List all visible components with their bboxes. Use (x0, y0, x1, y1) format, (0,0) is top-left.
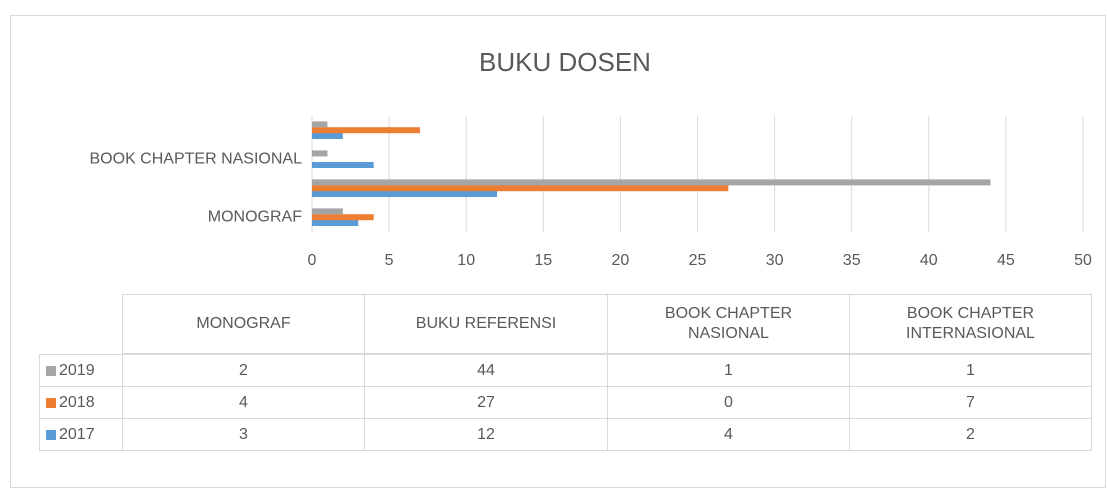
y-tick-label: MONOGRAF (208, 209, 302, 226)
table-value: 2 (849, 418, 1092, 451)
table-header-text: BUKU REFERENSI (415, 315, 557, 332)
table-legend: 2019 (39, 354, 123, 387)
table-header: BOOK CHAPTER INTERNASIONAL (849, 294, 1092, 354)
table-value: 7 (849, 386, 1092, 419)
x-tick-label: 25 (689, 252, 707, 269)
bar (312, 220, 359, 226)
x-tick-label: 45 (997, 252, 1015, 269)
table-legend: 2017 (39, 418, 123, 451)
bar (312, 185, 729, 192)
table-value-text: 2 (239, 361, 248, 379)
bar (312, 191, 498, 197)
table-value: 2 (122, 354, 365, 387)
table-value-text: 27 (477, 393, 495, 411)
chart-title: BUKU DOSEN (479, 47, 651, 77)
legend-swatch (46, 397, 56, 408)
legend-label: 2018 (59, 393, 95, 411)
legend-label: 2019 (59, 361, 95, 379)
x-tick-label: 10 (457, 252, 475, 269)
table-value: 27 (364, 386, 608, 419)
chart-border (10, 15, 1106, 488)
table-value-text: 1 (966, 361, 975, 379)
bar (312, 162, 374, 168)
x-tick-label: 20 (612, 252, 630, 269)
table-value: 44 (364, 354, 608, 387)
table-value: 4 (607, 418, 850, 451)
legend-swatch (46, 365, 56, 376)
table-value-text: 7 (966, 393, 975, 411)
table-value: 4 (122, 386, 365, 419)
table-header-text: MONOGRAF (196, 315, 291, 332)
table-header: BOOK CHAPTER NASIONAL (607, 294, 850, 354)
table-header-text: BOOK CHAPTER INTERNASIONAL (906, 305, 1035, 342)
legend-swatch (46, 429, 56, 440)
table-value-text: 44 (477, 361, 495, 379)
bar (312, 179, 991, 186)
x-tick-label: 0 (308, 252, 317, 269)
table-value: 3 (122, 418, 365, 451)
x-tick-label: 5 (385, 252, 394, 269)
table-value: 12 (364, 418, 608, 451)
legend-label: 2017 (59, 425, 95, 443)
table-header: MONOGRAF (122, 294, 365, 354)
x-tick-label: 35 (843, 252, 861, 269)
x-tick-label: 50 (1074, 252, 1092, 269)
table-value-text: 3 (239, 425, 248, 443)
bar (312, 127, 420, 134)
bar (312, 133, 343, 139)
y-tick-label: BOOK CHAPTER NASIONAL (90, 151, 303, 168)
table-legend: 2018 (39, 386, 123, 419)
x-tick-label: 15 (534, 252, 552, 269)
bar (312, 214, 374, 221)
table-value: 1 (849, 354, 1092, 387)
table-header-text: BOOK CHAPTER NASIONAL (664, 305, 793, 342)
bar (312, 121, 328, 128)
table-value-text: 12 (477, 425, 495, 443)
table-value-text: 4 (724, 425, 733, 443)
table-value-text: 1 (724, 361, 733, 379)
x-tick-label: 30 (766, 252, 784, 269)
bar (312, 150, 328, 157)
table-value-text: 2 (966, 425, 975, 443)
table-value: 1 (607, 354, 850, 387)
table-value: 0 (607, 386, 850, 419)
bar (312, 208, 343, 215)
table-value-text: 0 (724, 393, 733, 411)
x-tick-label: 40 (920, 252, 938, 269)
table-value-text: 4 (239, 393, 248, 411)
table-header: BUKU REFERENSI (364, 294, 608, 354)
